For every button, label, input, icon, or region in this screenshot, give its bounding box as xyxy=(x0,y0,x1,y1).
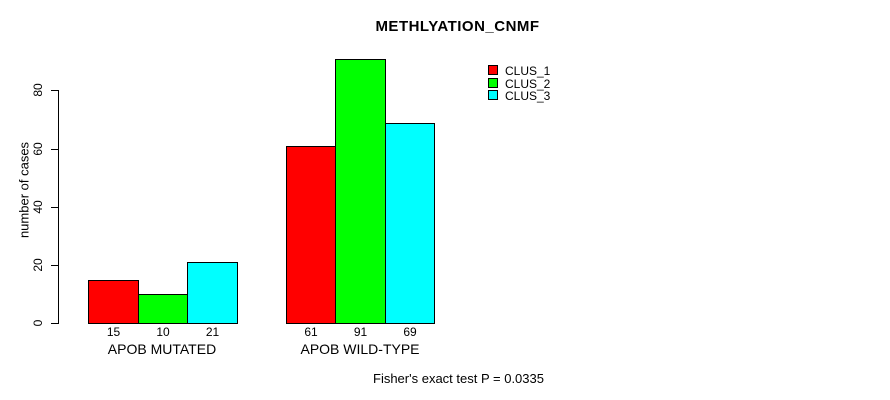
bar-clus_1-apob-mutated xyxy=(88,280,139,324)
y-axis-tick xyxy=(51,149,58,150)
bar-value-label: 15 xyxy=(106,325,121,339)
bar-value-label: 61 xyxy=(304,325,318,339)
bar-clus_2-apob-wild-type xyxy=(335,59,386,324)
legend-label-clus_3: CLUS_3 xyxy=(505,89,551,103)
chart-title: METHLYATION_CNMF xyxy=(375,18,540,35)
legend-swatch-clus_1 xyxy=(488,65,498,75)
y-axis-tick xyxy=(51,323,58,324)
y-tick-label: 60 xyxy=(31,142,45,156)
y-axis-tick xyxy=(51,207,58,208)
y-tick-label: 20 xyxy=(31,258,45,272)
y-axis-label: number of cases xyxy=(16,141,32,239)
bar-clus_3-apob-wild-type xyxy=(385,123,435,324)
y-axis-tick xyxy=(51,265,58,266)
bar-clus_2-apob-mutated xyxy=(138,294,188,324)
y-axis-tick xyxy=(51,90,58,91)
bar-value-label: 91 xyxy=(353,325,368,339)
bar-value-label: 21 xyxy=(205,325,220,339)
y-tick-label: 40 xyxy=(31,200,45,214)
bar-value-label: 69 xyxy=(403,325,417,339)
legend-label-clus_2: CLUS_2 xyxy=(505,77,551,91)
footnote-fishers-test: Fisher's exact test P = 0.0335 xyxy=(373,371,544,386)
bar-value-label: 10 xyxy=(156,325,170,339)
x-category-label: APOB MUTATED xyxy=(107,341,217,357)
x-category-label: APOB WILD-TYPE xyxy=(300,341,420,357)
y-tick-label: 0 xyxy=(31,319,45,327)
legend-swatch-clus_3 xyxy=(488,90,498,100)
y-tick-label: 80 xyxy=(31,83,45,97)
bar-clus_1-apob-wild-type xyxy=(286,146,336,324)
bar-clus_3-apob-mutated xyxy=(187,262,238,324)
legend-label-clus_1: CLUS_1 xyxy=(505,64,551,78)
y-axis-line xyxy=(58,90,59,324)
legend-swatch-clus_2 xyxy=(488,78,498,88)
